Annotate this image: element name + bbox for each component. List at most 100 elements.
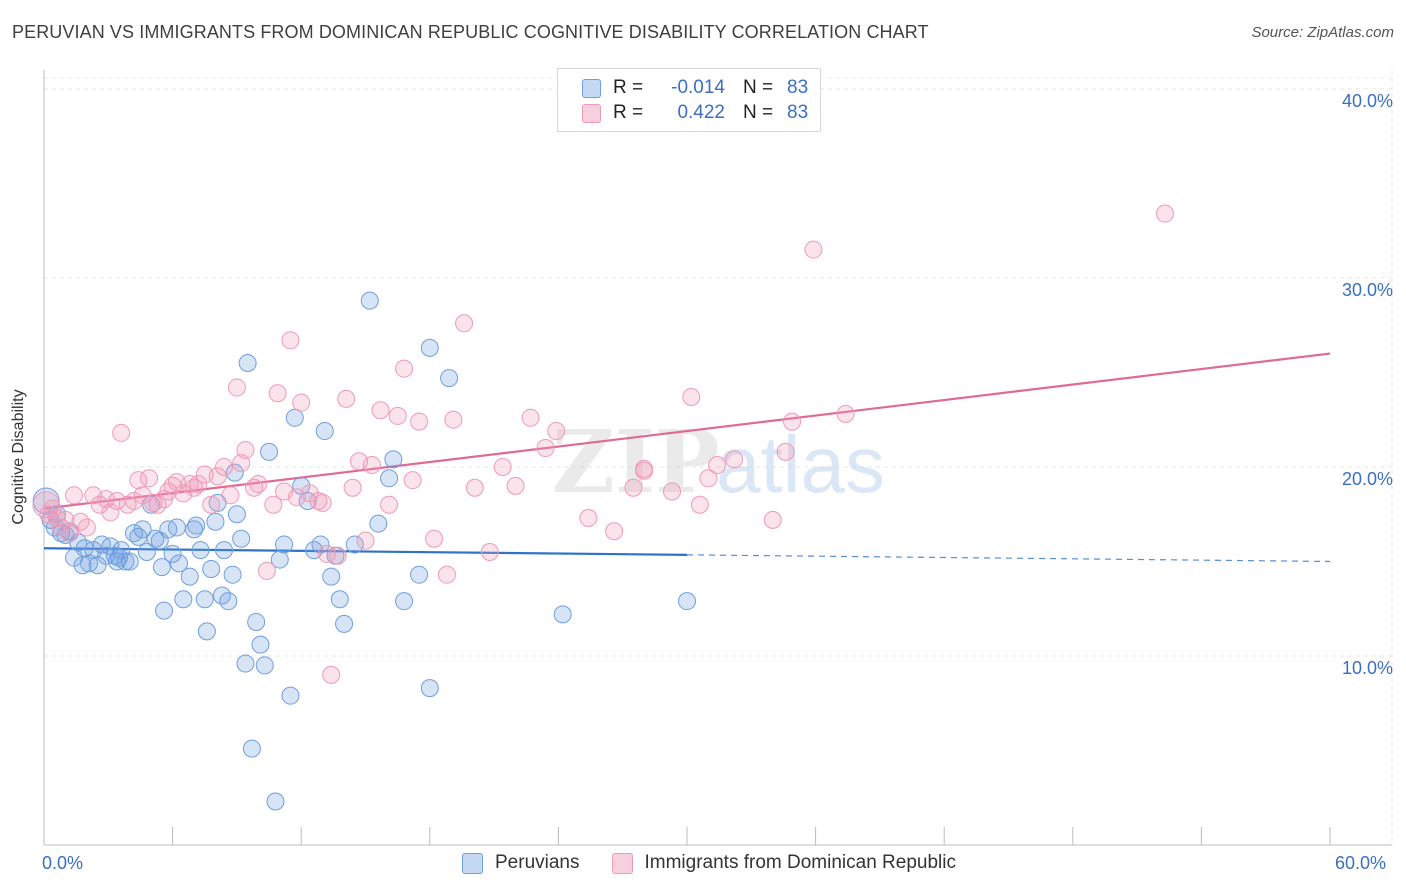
point-1-7: [65, 486, 84, 505]
point-0-64: [285, 408, 304, 427]
source-credit: Source: ZipAtlas.com: [1251, 24, 1394, 41]
point-1-41: [257, 561, 276, 580]
point-0-49: [223, 565, 242, 584]
point-1-40: [249, 474, 268, 493]
legend-n-value: 83: [787, 102, 809, 123]
point-0-47: [215, 541, 234, 560]
point-0-79: [395, 592, 414, 611]
point-0-51: [227, 505, 246, 524]
point-1-72: [506, 476, 525, 495]
point-1-54: [337, 389, 356, 408]
point-1-45: [281, 331, 300, 350]
point-0-34: [167, 518, 186, 537]
point-1-73: [521, 408, 540, 427]
point-1-47: [292, 393, 311, 412]
y-tick-label-20: 20.0%: [1342, 469, 1393, 489]
y-tick-labels: 10.0% 20.0% 30.0% 40.0%: [1342, 91, 1393, 678]
point-0-21: [116, 552, 135, 571]
point-0-59: [260, 442, 279, 461]
point-1-71: [493, 457, 512, 476]
point-1-50: [313, 493, 332, 512]
point-1-59: [371, 401, 390, 420]
point-1-84: [708, 456, 727, 475]
point-1-38: [236, 440, 255, 459]
trend-line-0: [43, 547, 688, 556]
point-1-77: [605, 522, 624, 541]
point-1-30: [189, 474, 208, 493]
point-0-75: [360, 291, 379, 310]
point-0-78: [384, 450, 403, 469]
point-0-62: [275, 535, 294, 554]
point-1-86: [763, 510, 782, 529]
point-0-40: [191, 541, 210, 560]
point-1-17: [125, 491, 144, 510]
point-0-73: [335, 614, 354, 633]
watermark-atlas: atlas: [716, 420, 885, 509]
stats-legend: R = -0.014 N = 83 R = 0.422 N = 83: [557, 68, 821, 132]
point-0-70: [322, 567, 341, 586]
series-peruvians-points: [32, 291, 696, 811]
point-0-48: [219, 592, 238, 611]
point-0-66: [298, 491, 317, 510]
point-0-52: [232, 529, 251, 548]
point-1-20: [140, 469, 159, 488]
legend-r-label: R =: [613, 77, 644, 98]
point-0-39: [187, 516, 206, 535]
point-1-89: [804, 240, 823, 259]
point-0-60: [266, 792, 285, 811]
point-1-92: [635, 461, 654, 480]
point-0-77: [380, 469, 399, 488]
point-0-50: [225, 463, 244, 482]
legend-swatch-blue: [582, 78, 601, 98]
point-0-35: [170, 554, 189, 573]
point-1-69: [465, 478, 484, 497]
point-1-81: [682, 388, 701, 407]
point-0-81: [420, 679, 439, 698]
point-0-58: [255, 656, 274, 675]
point-1-32: [202, 495, 221, 514]
point-1-2: [43, 499, 62, 518]
legend-swatch-pink: [582, 103, 601, 123]
point-0-61: [270, 550, 289, 569]
point-1-57: [356, 531, 375, 550]
point-1-90: [836, 405, 855, 424]
point-0-55: [242, 739, 261, 758]
legend-label-peruvians: Peruvians: [495, 852, 580, 873]
point-1-36: [227, 378, 246, 397]
point-1-58: [362, 456, 381, 475]
point-1-43: [268, 384, 287, 403]
legend-item-dominican: Immigrants from Dominican Republic: [611, 852, 957, 874]
point-1-42: [264, 495, 283, 514]
point-1-15: [112, 423, 131, 442]
point-0-44: [206, 512, 225, 531]
point-0-57: [251, 635, 270, 654]
point-1-80: [662, 482, 681, 501]
legend-label-dominican: Immigrants from Dominican Republic: [644, 852, 957, 873]
point-0-33: [163, 544, 182, 563]
grid-lines: [44, 70, 1393, 845]
point-0-63: [281, 686, 300, 705]
legend-row-dominican: R = 0.422 N = 83: [582, 101, 808, 125]
point-0-85: [678, 592, 696, 611]
point-0-43: [202, 560, 221, 579]
y-tick-label-30: 30.0%: [1342, 280, 1393, 300]
point-0-76: [369, 514, 388, 533]
trend-line-1: [43, 352, 1331, 510]
axes: [43, 70, 1392, 846]
legend-item-peruvians: Peruvians: [462, 852, 580, 874]
point-1-60: [380, 495, 399, 514]
point-1-55: [343, 478, 362, 497]
point-1-78: [624, 478, 643, 497]
legend-r-value: -0.014: [671, 77, 725, 98]
point-0-25: [133, 520, 152, 539]
point-0-41: [195, 590, 214, 609]
y-tick-label-10: 10.0%: [1342, 658, 1393, 678]
x-tick-label-max: 60.0%: [1335, 853, 1387, 873]
point-1-53: [328, 546, 347, 565]
point-0-83: [553, 605, 572, 624]
point-0-72: [330, 590, 349, 609]
point-0-53: [236, 654, 255, 673]
y-axis-label: Cognitive Disability: [10, 389, 27, 525]
point-1-66: [437, 565, 456, 584]
